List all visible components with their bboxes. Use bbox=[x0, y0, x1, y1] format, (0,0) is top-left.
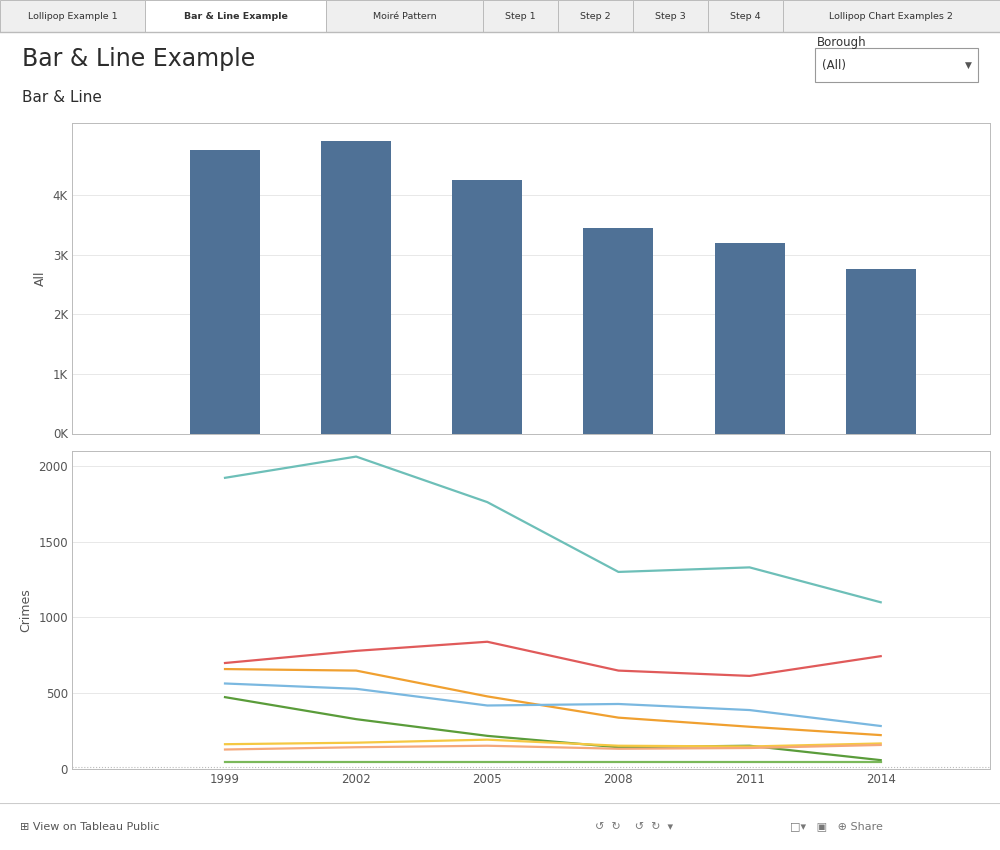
Bar bbox=[145, 0, 326, 32]
Text: Borough: Borough bbox=[817, 36, 867, 48]
Text: ▼: ▼ bbox=[965, 60, 971, 70]
Text: Moiré Pattern: Moiré Pattern bbox=[373, 12, 436, 20]
Bar bbox=[715, 242, 785, 434]
Text: Step 1: Step 1 bbox=[505, 12, 536, 20]
Bar bbox=[190, 150, 260, 434]
Text: Lollipop Example 1: Lollipop Example 1 bbox=[28, 12, 117, 20]
Bar bbox=[783, 0, 1000, 32]
Text: Step 2: Step 2 bbox=[580, 12, 611, 20]
Text: Step 3: Step 3 bbox=[655, 12, 686, 20]
Text: □▾   ▣   ⊕ Share: □▾ ▣ ⊕ Share bbox=[790, 822, 883, 831]
Y-axis label: Crimes: Crimes bbox=[20, 588, 33, 632]
Y-axis label: All: All bbox=[34, 270, 47, 286]
Bar bbox=[0, 0, 145, 32]
Bar bbox=[633, 0, 708, 32]
Bar bbox=[846, 269, 916, 434]
Text: ↺  ↻    ↺  ↻  ▾: ↺ ↻ ↺ ↻ ▾ bbox=[595, 822, 673, 831]
Bar bbox=[326, 0, 483, 32]
Bar bbox=[483, 0, 558, 32]
Text: Bar & Line Example: Bar & Line Example bbox=[184, 12, 287, 20]
Text: Lollipop Chart Examples 2: Lollipop Chart Examples 2 bbox=[829, 12, 953, 20]
Bar bbox=[583, 228, 653, 434]
Bar bbox=[452, 180, 522, 434]
Text: Bar & Line Example: Bar & Line Example bbox=[22, 47, 255, 71]
Bar bbox=[321, 141, 391, 434]
Bar bbox=[558, 0, 633, 32]
Bar bbox=[708, 0, 783, 32]
Bar bbox=[815, 48, 978, 82]
Text: Step 4: Step 4 bbox=[730, 12, 760, 20]
Text: (All): (All) bbox=[822, 59, 846, 71]
Text: ⊞ View on Tableau Public: ⊞ View on Tableau Public bbox=[20, 822, 160, 831]
Text: Bar & Line: Bar & Line bbox=[22, 90, 102, 105]
